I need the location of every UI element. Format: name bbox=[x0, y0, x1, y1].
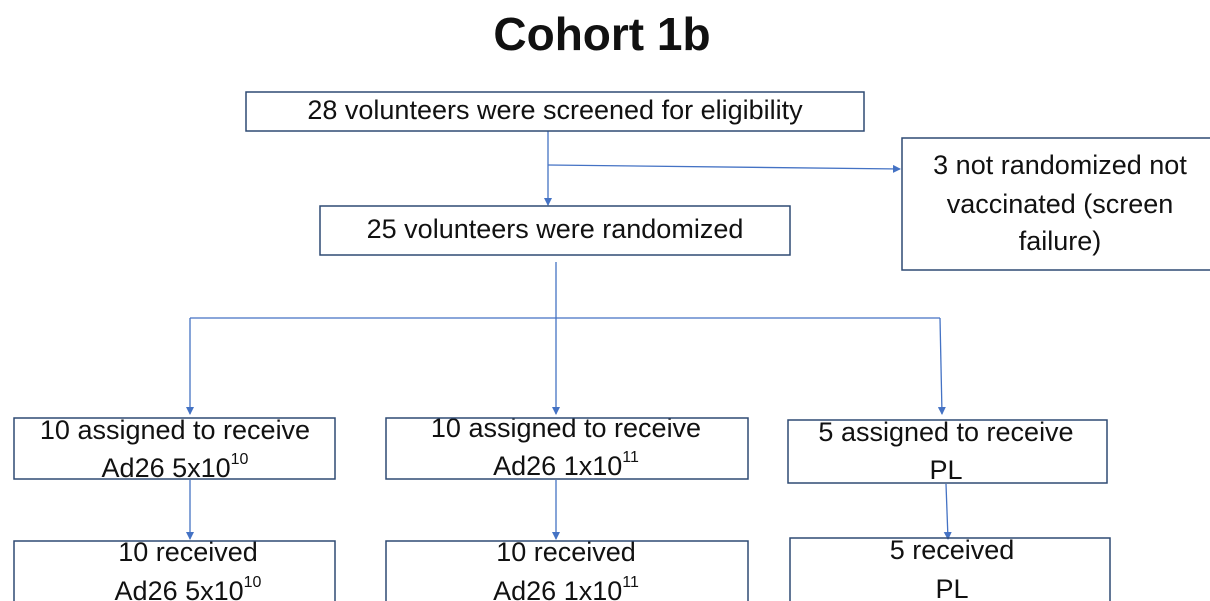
node-text: 28 volunteers were screened for eligibil… bbox=[307, 95, 803, 125]
title: Cohort 1b bbox=[493, 8, 710, 60]
node-screened: 28 volunteers were screened for eligibil… bbox=[245, 91, 865, 132]
node-text: 5 assigned to receive bbox=[818, 417, 1073, 447]
node-text: Ad26 1x1011 bbox=[493, 574, 639, 601]
connectors bbox=[186, 131, 952, 540]
node-text: 10 received bbox=[496, 537, 636, 567]
node-text: 25 volunteers were randomized bbox=[367, 214, 744, 244]
node-arm-3: 5 assigned to receive PL bbox=[787, 417, 1108, 485]
node-box bbox=[245, 91, 865, 132]
node-excluded: 3 not randomized not vaccinated (screen … bbox=[901, 137, 1210, 271]
exponent: 11 bbox=[622, 449, 639, 466]
dose: Ad26 5x10 bbox=[102, 453, 231, 483]
node-text: failure) bbox=[1019, 226, 1102, 256]
dose: Ad26 5x10 bbox=[115, 576, 244, 601]
exponent: 10 bbox=[244, 574, 262, 591]
node-received-1: 10 received Ad26 5x1010 bbox=[13, 537, 336, 601]
node-text: Ad26 1x1011 bbox=[493, 449, 639, 481]
node-text: 5 received bbox=[890, 535, 1015, 565]
exponent: 11 bbox=[622, 574, 639, 591]
dose: Ad26 1x10 bbox=[493, 451, 622, 481]
node-text: PL bbox=[935, 574, 968, 601]
node-arm-2: 10 assigned to receive Ad26 1x1011 bbox=[385, 413, 749, 481]
node-randomized: 25 volunteers were randomized bbox=[319, 205, 791, 256]
node-box bbox=[789, 537, 1111, 601]
node-text: 10 received bbox=[118, 537, 258, 567]
node-text: vaccinated (screen bbox=[947, 189, 1174, 219]
node-box bbox=[13, 540, 336, 601]
node-box bbox=[13, 417, 336, 480]
node-box bbox=[901, 137, 1210, 271]
exponent: 10 bbox=[231, 451, 249, 468]
node-text: PL bbox=[929, 455, 962, 485]
node-box bbox=[319, 205, 791, 256]
node-box bbox=[385, 417, 749, 480]
dose: Ad26 1x10 bbox=[493, 576, 622, 601]
node-text: 10 assigned to receive bbox=[40, 415, 310, 445]
node-received-3: 5 received PL bbox=[789, 535, 1111, 601]
node-text: 3 not randomized not bbox=[933, 150, 1187, 180]
node-received-2: 10 received Ad26 1x1011 bbox=[385, 537, 749, 601]
node-text: Ad26 5x1010 bbox=[115, 574, 262, 601]
node-box bbox=[787, 419, 1108, 484]
node-text: Ad26 5x1010 bbox=[102, 451, 249, 483]
node-arm-1: 10 assigned to receive Ad26 5x1010 bbox=[13, 415, 336, 483]
node-box bbox=[385, 540, 749, 601]
